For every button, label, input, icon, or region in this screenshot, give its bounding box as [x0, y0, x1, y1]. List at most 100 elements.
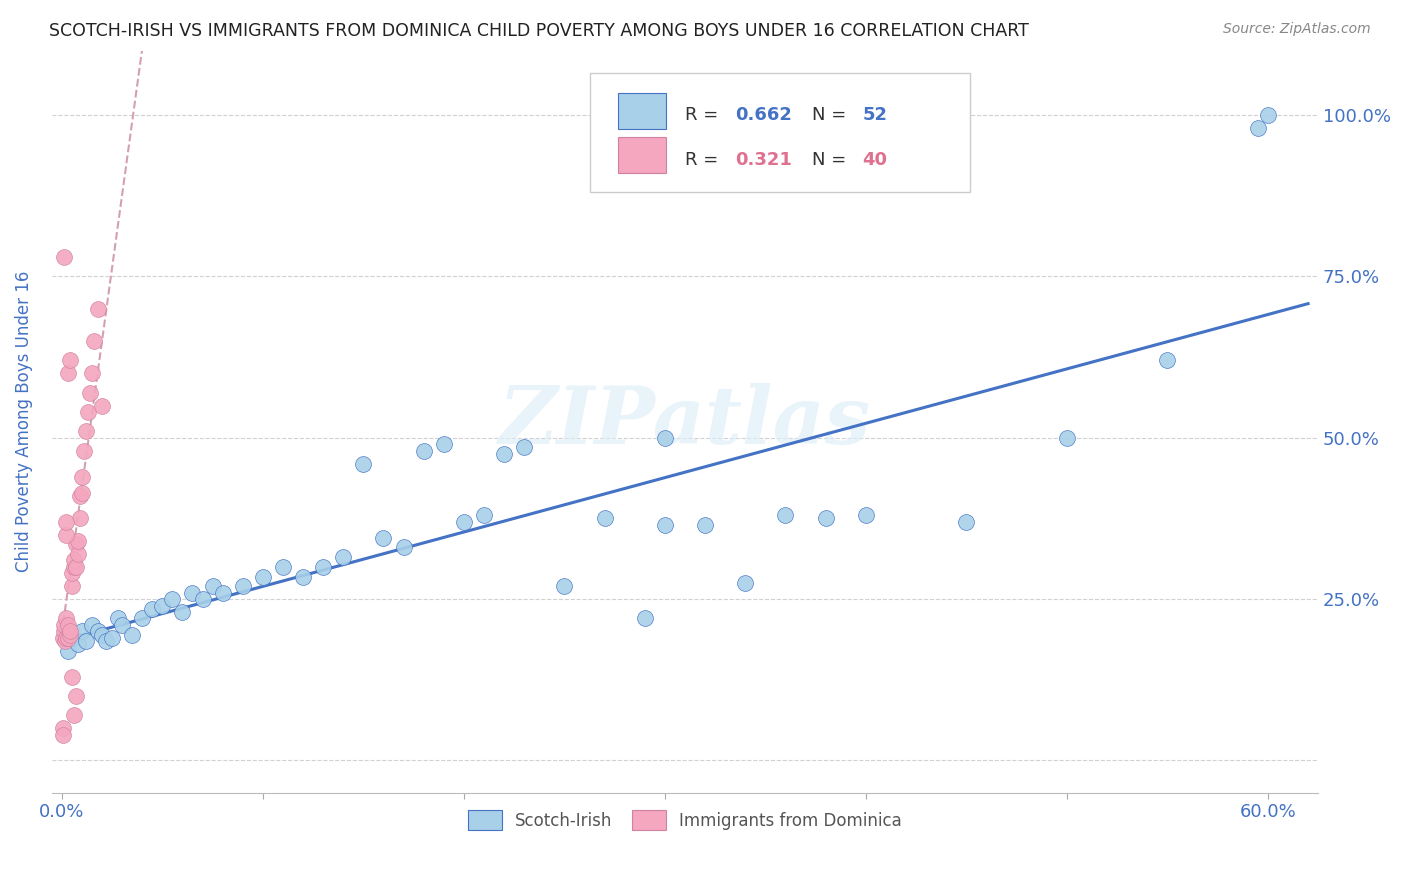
- Point: [60, 669, 83, 683]
- Y-axis label: Child Poverty Among Boys Under 16: Child Poverty Among Boys Under 16: [15, 271, 32, 573]
- Point: [60, 566, 83, 581]
- Point: [87, 301, 110, 316]
- Point: [65, 537, 87, 551]
- Point: [53, 634, 76, 648]
- Point: [75, 425, 97, 439]
- Text: N =: N =: [811, 151, 852, 169]
- Point: [83, 334, 105, 348]
- Point: [453, 515, 475, 529]
- Point: [69, 511, 91, 525]
- Point: [80, 366, 103, 380]
- Point: [312, 559, 335, 574]
- Text: R =: R =: [685, 106, 724, 124]
- Point: [1056, 431, 1078, 445]
- Point: [181, 585, 204, 599]
- Point: [60, 631, 83, 645]
- Point: [73, 443, 96, 458]
- Text: 40: 40: [862, 151, 887, 169]
- Point: [814, 511, 837, 525]
- Point: [66, 547, 89, 561]
- Point: [91, 627, 114, 641]
- Point: [91, 399, 114, 413]
- Point: [63, 708, 86, 723]
- FancyBboxPatch shape: [617, 137, 666, 173]
- Point: [1247, 121, 1270, 136]
- Point: [52, 721, 75, 735]
- Point: [271, 559, 294, 574]
- Point: [211, 585, 233, 599]
- Text: 0.662: 0.662: [735, 106, 793, 124]
- Text: SCOTCH-IRISH VS IMMIGRANTS FROM DOMINICA CHILD POVERTY AMONG BOYS UNDER 16 CORRE: SCOTCH-IRISH VS IMMIGRANTS FROM DOMINICA…: [49, 22, 1029, 40]
- Point: [59, 624, 82, 639]
- Point: [101, 631, 124, 645]
- Point: [66, 637, 89, 651]
- Point: [775, 508, 797, 523]
- Point: [70, 469, 93, 483]
- Point: [65, 689, 87, 703]
- Point: [292, 569, 315, 583]
- Point: [150, 599, 173, 613]
- Point: [70, 624, 93, 639]
- Point: [55, 611, 77, 625]
- Point: [513, 441, 536, 455]
- Point: [553, 579, 575, 593]
- Point: [693, 517, 716, 532]
- Point: [87, 624, 110, 639]
- FancyBboxPatch shape: [617, 93, 666, 128]
- Point: [56, 643, 79, 657]
- Point: [191, 592, 214, 607]
- Point: [634, 611, 657, 625]
- Point: [56, 618, 79, 632]
- Legend: Scotch-Irish, Immigrants from Dominica: Scotch-Irish, Immigrants from Dominica: [461, 804, 908, 837]
- FancyBboxPatch shape: [591, 73, 970, 192]
- Point: [70, 485, 93, 500]
- Point: [492, 447, 515, 461]
- Point: [472, 508, 495, 523]
- Point: [107, 611, 129, 625]
- Point: [69, 489, 91, 503]
- Point: [80, 618, 103, 632]
- Point: [77, 405, 100, 419]
- Point: [59, 353, 82, 368]
- Point: [94, 634, 117, 648]
- Point: [593, 511, 616, 525]
- Point: [141, 601, 163, 615]
- Point: [55, 631, 77, 645]
- Text: 52: 52: [862, 106, 887, 124]
- Point: [654, 431, 676, 445]
- Text: 0.321: 0.321: [735, 151, 793, 169]
- Point: [734, 576, 756, 591]
- Point: [855, 508, 877, 523]
- Text: Source: ZipAtlas.com: Source: ZipAtlas.com: [1223, 22, 1371, 37]
- Point: [373, 531, 395, 545]
- Text: R =: R =: [685, 151, 724, 169]
- Point: [63, 553, 86, 567]
- Point: [52, 250, 75, 264]
- Point: [52, 631, 75, 645]
- Point: [79, 385, 101, 400]
- Point: [65, 559, 87, 574]
- Point: [52, 618, 75, 632]
- Point: [59, 627, 82, 641]
- Point: [63, 559, 86, 574]
- Point: [111, 618, 134, 632]
- Point: [332, 550, 354, 565]
- Point: [55, 515, 77, 529]
- Point: [162, 592, 184, 607]
- Point: [252, 569, 274, 583]
- Point: [352, 457, 374, 471]
- Point: [201, 579, 224, 593]
- Point: [121, 627, 143, 641]
- Text: ZIPatlas: ZIPatlas: [499, 383, 870, 460]
- Point: [52, 728, 75, 742]
- Point: [52, 624, 75, 639]
- Point: [131, 611, 153, 625]
- Point: [55, 527, 77, 541]
- Point: [60, 579, 83, 593]
- Point: [433, 437, 456, 451]
- Point: [412, 443, 434, 458]
- Point: [172, 605, 194, 619]
- Point: [75, 634, 97, 648]
- Point: [56, 631, 79, 645]
- Text: N =: N =: [811, 106, 852, 124]
